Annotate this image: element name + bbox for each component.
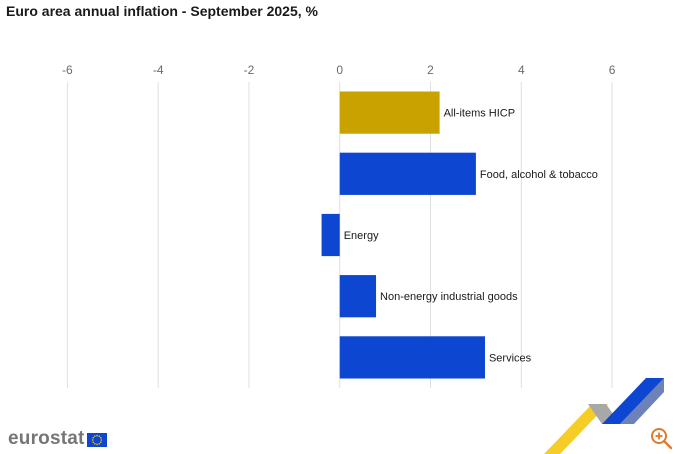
x-tick-label: 4 bbox=[518, 63, 525, 77]
x-tick-label: -6 bbox=[62, 63, 73, 77]
bar-labels: All-items HICP Food, alcohol & tobacco Ene… bbox=[344, 108, 598, 365]
bar-category-label: All-items HICP bbox=[444, 108, 516, 120]
bar-food-alcohol-tobacco[interactable] bbox=[339, 152, 476, 195]
x-tick-label: -4 bbox=[153, 63, 164, 77]
eurostat-logo[interactable]: eurostat bbox=[8, 428, 107, 450]
bar-category-label: Energy bbox=[344, 230, 379, 242]
bar-category-label: Services bbox=[489, 352, 532, 364]
x-tick-label: 0 bbox=[336, 63, 343, 77]
x-tick-label: -2 bbox=[244, 63, 255, 77]
bar-services[interactable] bbox=[339, 336, 485, 379]
x-axis-ticks: -6 -4 -2 0 2 4 6 bbox=[62, 63, 616, 77]
bar-category-label: Non-energy industrial goods bbox=[380, 291, 518, 303]
bar-non-energy-industrial-goods[interactable] bbox=[339, 275, 377, 318]
x-tick-label: 2 bbox=[427, 63, 434, 77]
inflation-bar-chart: -6 -4 -2 0 2 4 6 All-items HICP Food, alcohol &… bbox=[62, 63, 616, 388]
zoom-in-icon[interactable] bbox=[648, 426, 674, 450]
eurostat-ribbon-decoration bbox=[544, 378, 664, 454]
bar-energy[interactable] bbox=[321, 213, 340, 257]
x-tick-label: 6 bbox=[609, 63, 616, 77]
bar-all-items-hicp[interactable] bbox=[339, 91, 440, 134]
bar-category-label: Food, alcohol & tobacco bbox=[480, 169, 598, 181]
eurostat-wordmark: eurostat bbox=[8, 428, 85, 449]
bar-layer bbox=[321, 91, 485, 379]
eu-flag-icon bbox=[86, 433, 107, 447]
chart-title: Euro area annual inflation - September 2… bbox=[6, 3, 318, 19]
